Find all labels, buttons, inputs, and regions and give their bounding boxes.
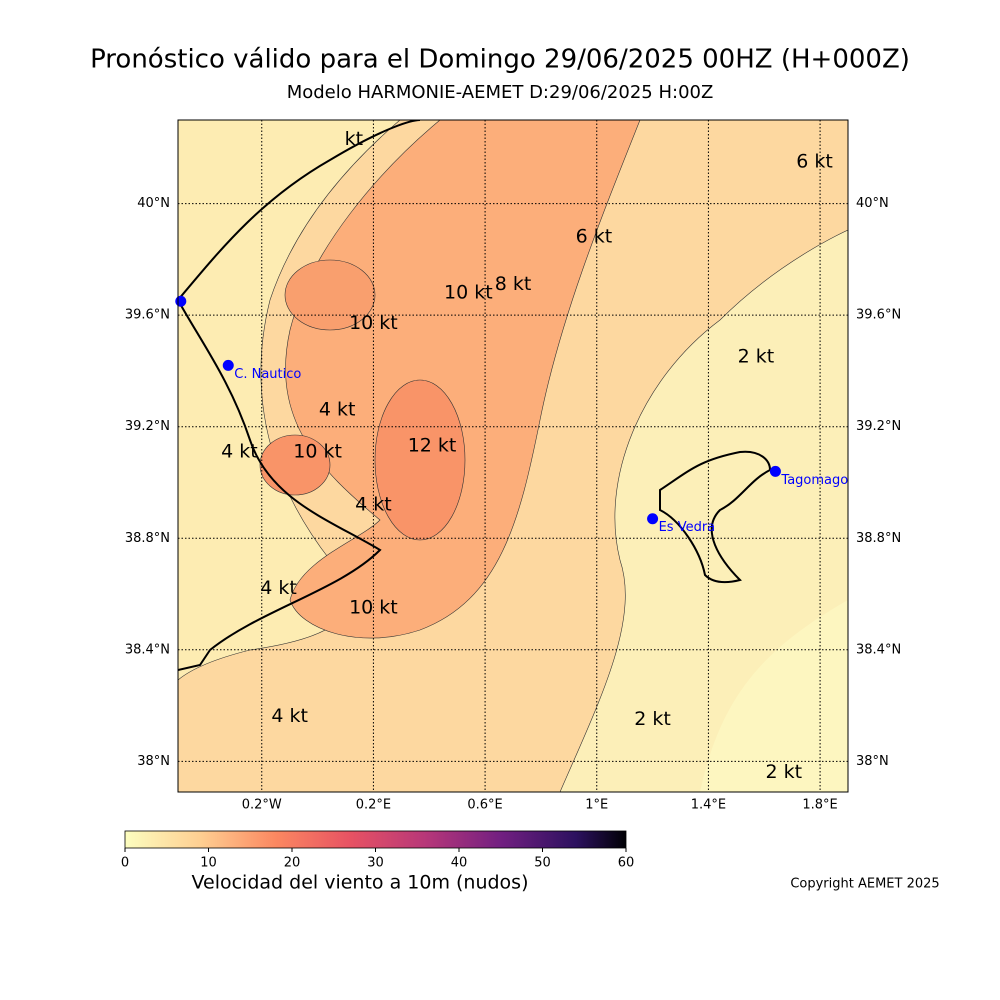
y-tick-label-right: 38.4°N: [856, 642, 901, 657]
x-tick-label: 0.2°W: [242, 798, 282, 813]
place-label: C. Nautico: [234, 367, 301, 382]
contour-label: 4 kt: [319, 398, 356, 420]
x-tick-label: 0.6°E: [467, 798, 502, 813]
contour-label: 6 kt: [796, 150, 833, 172]
colorbar: [124, 830, 627, 849]
y-tick-label-right: 40°N: [856, 196, 889, 211]
colorbar-tick-label: 60: [618, 856, 635, 871]
place-marker: [647, 513, 659, 525]
colorbar-label: Velocidad del viento a 10m (nudos): [192, 872, 529, 894]
x-tick-label: 1.8°E: [802, 798, 837, 813]
copyright: Copyright AEMET 2025: [790, 877, 939, 892]
colorbar-tick-label: 10: [200, 856, 217, 871]
y-tick-label: 38.8°N: [125, 531, 170, 546]
x-tick-label: 1.4°E: [691, 798, 726, 813]
place-marker: [222, 359, 234, 371]
contour-label: 4 kt: [221, 440, 258, 462]
contour-label: 8 kt: [495, 273, 532, 295]
contour-label: 10 kt: [349, 312, 398, 334]
contour-label: 10 kt: [349, 596, 398, 618]
y-tick-label-right: 39.6°N: [856, 308, 901, 323]
y-tick-label: 38°N: [137, 754, 170, 769]
contour-label: 6 kt: [576, 226, 613, 248]
place-label: Es Vedra: [659, 520, 716, 535]
colorbar-tick-label: 40: [451, 856, 468, 871]
colorbar-tick-label: 30: [367, 856, 384, 871]
x-tick-label: 1°E: [585, 798, 608, 813]
colorbar-tick-label: 0: [121, 856, 129, 871]
point: [175, 295, 187, 307]
y-tick-label-right: 38.8°N: [856, 531, 901, 546]
map-frame: [177, 119, 849, 793]
y-tick-label: 38.4°N: [125, 642, 170, 657]
place-label: Tagomago: [780, 473, 848, 488]
place-marker: [769, 465, 781, 477]
y-tick-label: 40°N: [137, 196, 170, 211]
title: Pronóstico válido para el Domingo 29/06/…: [90, 45, 910, 75]
contour-label: 4 kt: [260, 577, 297, 599]
colorbar-tick-label: 50: [534, 856, 551, 871]
graticule: [178, 120, 848, 792]
y-tick-label-right: 39.2°N: [856, 419, 901, 434]
wind-field: [178, 120, 848, 792]
contour-label: 10 kt: [444, 281, 493, 303]
contour-label: 2 kt: [765, 761, 802, 783]
subtitle: Modelo HARMONIE-AEMET D:29/06/2025 H:00Z: [287, 82, 714, 103]
contour-label: kt: [345, 128, 363, 150]
contour-label: 10 kt: [293, 440, 342, 462]
contour-label: 4 kt: [355, 493, 392, 515]
y-tick-label-right: 38°N: [856, 754, 889, 769]
colorbar-tick-label: 20: [284, 856, 301, 871]
y-tick-label: 39.2°N: [125, 419, 170, 434]
contour-label: 4 kt: [271, 705, 308, 727]
contour-label: 2 kt: [738, 346, 775, 368]
y-tick-label: 39.6°N: [125, 308, 170, 323]
contour-label: 2 kt: [634, 708, 671, 730]
x-tick-label: 0.2°E: [356, 798, 391, 813]
contour-label: 12 kt: [408, 435, 457, 457]
